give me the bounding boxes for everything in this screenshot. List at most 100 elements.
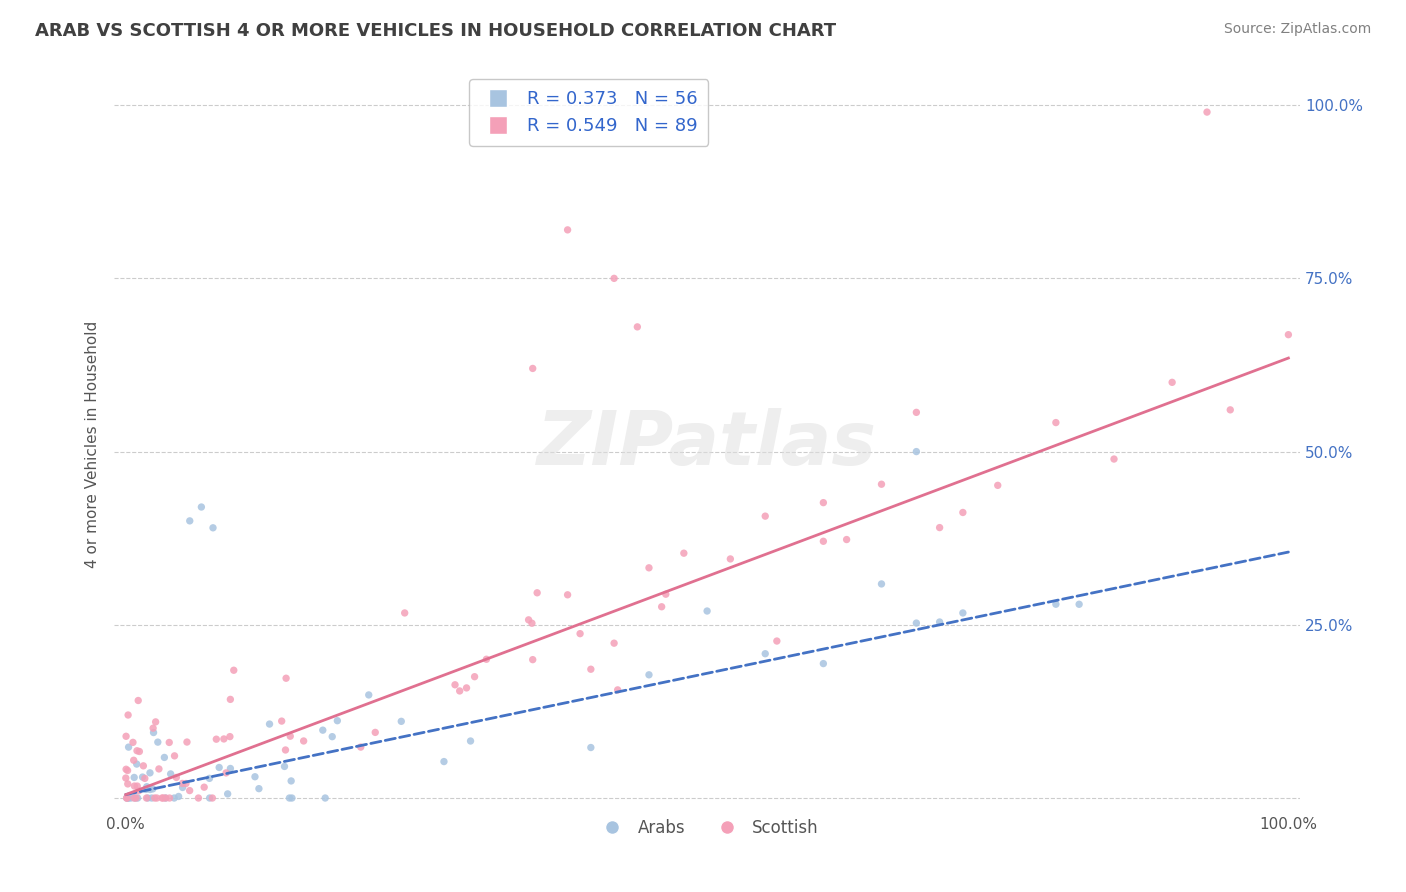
Point	[433, 755, 456, 769]
Text: ZIPatlas: ZIPatlas	[537, 409, 877, 481]
Point	[114, 771, 136, 785]
Point	[201, 521, 224, 535]
Point	[150, 791, 173, 805]
Point	[321, 730, 343, 744]
Point	[115, 791, 138, 805]
Point	[117, 791, 139, 805]
Point	[145, 714, 167, 729]
Point	[135, 780, 157, 794]
Text: ARAB VS SCOTTISH 4 OR MORE VEHICLES IN HOUSEHOLD CORRELATION CHART: ARAB VS SCOTTISH 4 OR MORE VEHICLES IN H…	[35, 22, 837, 40]
Point	[754, 647, 776, 661]
Point	[655, 587, 678, 601]
Point	[157, 735, 180, 749]
Point	[651, 599, 673, 614]
Point	[127, 791, 149, 805]
Point	[350, 740, 373, 755]
Point	[1161, 376, 1184, 390]
Point	[135, 782, 157, 797]
Point	[1069, 597, 1091, 611]
Point	[219, 692, 242, 706]
Point	[198, 772, 221, 786]
Point	[212, 731, 235, 746]
Point	[131, 770, 153, 784]
Point	[120, 791, 142, 805]
Point	[243, 770, 266, 784]
Point	[270, 714, 292, 728]
Point	[280, 773, 302, 788]
Point	[201, 791, 224, 805]
Point	[132, 759, 155, 773]
Point	[155, 791, 177, 805]
Point	[115, 729, 138, 743]
Point	[754, 509, 776, 524]
Point	[117, 740, 139, 755]
Point	[557, 223, 579, 237]
Point	[153, 750, 176, 764]
Point	[174, 776, 197, 790]
Point	[142, 781, 165, 796]
Point	[122, 753, 145, 767]
Point	[278, 791, 301, 805]
Point	[187, 791, 209, 805]
Point	[146, 735, 169, 749]
Point	[603, 636, 626, 650]
Point	[117, 791, 139, 805]
Point	[142, 721, 165, 735]
Point	[460, 734, 482, 748]
Point	[159, 767, 181, 781]
Point	[259, 717, 281, 731]
Point	[219, 730, 242, 744]
Point	[522, 361, 544, 376]
Point	[219, 762, 242, 776]
Point	[193, 780, 215, 794]
Point	[718, 552, 741, 566]
Point	[314, 791, 336, 805]
Point	[142, 725, 165, 739]
Point	[146, 791, 169, 805]
Point	[172, 776, 194, 790]
Point	[141, 791, 163, 805]
Point	[638, 668, 661, 682]
Point	[449, 684, 471, 698]
Point	[139, 782, 162, 797]
Point	[115, 791, 138, 805]
Point	[394, 606, 416, 620]
Point	[198, 791, 221, 805]
Point	[274, 743, 297, 757]
Point	[638, 561, 661, 575]
Point	[155, 791, 177, 805]
Point	[952, 606, 974, 620]
Point	[520, 616, 543, 631]
Point	[1219, 402, 1241, 417]
Point	[135, 791, 157, 805]
Point	[517, 613, 540, 627]
Point	[208, 760, 231, 774]
Point	[125, 791, 148, 805]
Point	[117, 708, 139, 723]
Point	[928, 520, 950, 534]
Point	[179, 514, 201, 528]
Text: Source: ZipAtlas.com: Source: ZipAtlas.com	[1223, 22, 1371, 37]
Point	[312, 723, 335, 738]
Point	[1195, 105, 1218, 120]
Point	[292, 734, 315, 748]
Point	[115, 791, 138, 805]
Point	[122, 735, 145, 749]
Point	[696, 604, 718, 618]
Point	[1045, 597, 1067, 611]
Point	[672, 546, 695, 560]
Point	[128, 784, 150, 798]
Point	[603, 271, 626, 285]
Point	[124, 779, 146, 793]
Point	[326, 714, 349, 728]
Point	[115, 762, 138, 776]
Point	[165, 771, 187, 785]
Y-axis label: 4 or more Vehicles in Household: 4 or more Vehicles in Household	[86, 321, 100, 568]
Point	[766, 634, 789, 648]
Point	[1102, 452, 1125, 467]
Point	[813, 534, 835, 549]
Point	[464, 670, 486, 684]
Point	[357, 688, 380, 702]
Point	[205, 732, 228, 747]
Point	[389, 714, 412, 729]
